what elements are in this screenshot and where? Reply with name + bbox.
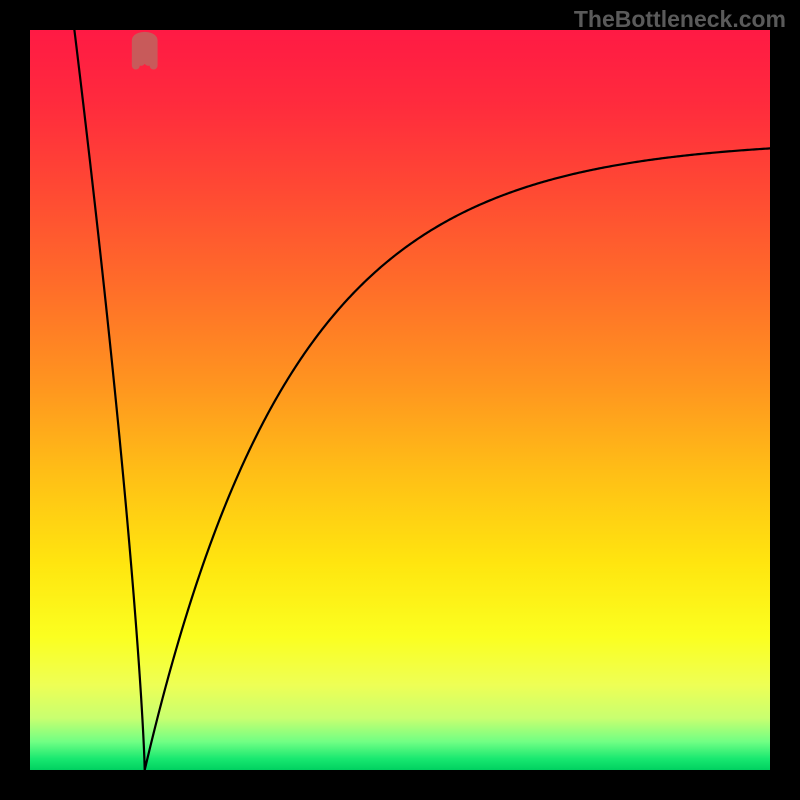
chart-container: TheBottleneck.com <box>0 0 800 800</box>
gradient-plot-area <box>30 30 770 770</box>
watermark-text: TheBottleneck.com <box>574 6 786 33</box>
chart-svg <box>0 0 800 800</box>
dip-marker <box>136 36 154 66</box>
